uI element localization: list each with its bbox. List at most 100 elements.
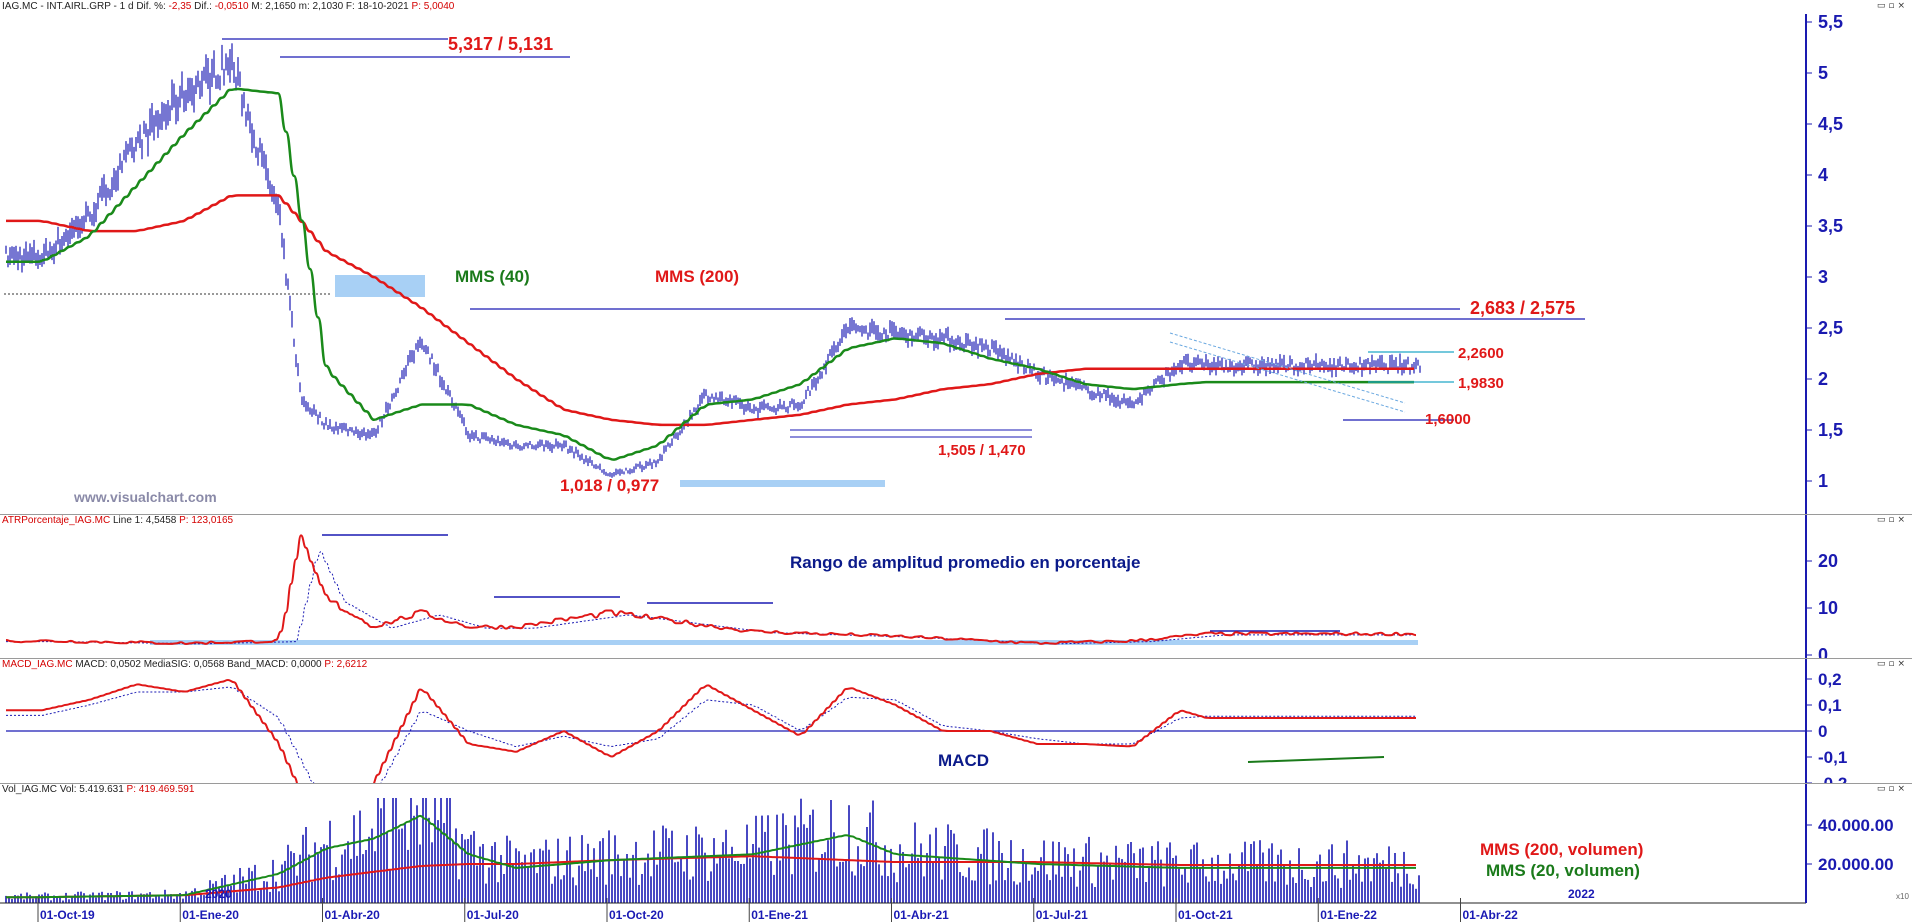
- macd-chart: MACD 0,2 0,1 0 -0,1 -0,2: [5, 658, 1847, 783]
- x-tick-label: 01-Abr-20: [325, 908, 381, 922]
- volume-header: Vol_IAG.MC Vol: 5.419.631 P: 419.469.591: [0, 783, 1912, 796]
- year-label-2: 2022: [1568, 887, 1595, 901]
- atr-chart: Rango de amplitud promedio en porcentaje…: [5, 514, 1838, 658]
- macd-p: P: 2,6212: [324, 659, 368, 670]
- channel-line: [1169, 341, 1406, 413]
- annotation-2260: 2,2600: [1458, 345, 1504, 362]
- price-axis-tick-label: 5,5: [1818, 12, 1843, 32]
- atr-p: P: 123,0165: [179, 515, 234, 526]
- macd-line: [6, 678, 1416, 783]
- x-tick-label: 01-Abr-21: [894, 908, 950, 922]
- vol-value: Vol: 5.419.631: [59, 784, 124, 795]
- x-tick-label: 01-Oct-20: [609, 908, 664, 922]
- x-tick-label: 01-Abr-22: [1463, 908, 1519, 922]
- annotation-mms200: MMS (200): [655, 267, 739, 286]
- min-value: m: 2,1030: [298, 1, 344, 12]
- price-panel: IAG.MC - INT.AIRL.GRP - 1 d Dif. %: -2,3…: [0, 0, 1912, 514]
- legend-mms20-volumen: MMS (20, volumen): [1486, 861, 1640, 880]
- price-axis-tick-label: 3: [1818, 267, 1828, 287]
- price-chart: 5,317 / 5,131 MMS (40) MMS (200) 2,683 / 2,…: [4, 12, 1843, 514]
- price-window-buttons[interactable]: ▭▫×: [1876, 1, 1908, 11]
- price-axis-tick-label: 1: [1818, 471, 1828, 491]
- atr-header: ATRPorcentaje_IAG.MC Line 1: 4,5458 P: 1…: [0, 514, 1912, 527]
- atr-title: Rango de amplitud promedio en porcentaje: [790, 553, 1140, 572]
- max-value: M: 2,1650: [251, 1, 296, 12]
- separator-1[interactable]: [0, 514, 1912, 515]
- annotation-low-levels: 1,018 / 0,977: [560, 476, 659, 495]
- dif-label: Dif.:: [194, 1, 212, 12]
- x-tick-label: 01-Oct-19: [40, 908, 95, 922]
- highlight-zone: [335, 275, 425, 297]
- macd-value: MACD: 0,0502: [75, 659, 141, 670]
- price-axis-tick-label: 3,5: [1818, 216, 1843, 236]
- macd-signal-line: [5, 686, 1416, 783]
- vol-mms200-line: [5, 855, 1416, 899]
- vol-axis-tick-label: 20.000.00: [1818, 855, 1894, 874]
- atr-window-buttons[interactable]: ▭▫×: [1876, 515, 1908, 525]
- separator-3[interactable]: [0, 783, 1912, 784]
- price-axis-tick-label: 2,5: [1818, 318, 1843, 338]
- macd-signal: MediaSIG: 0,0568: [143, 659, 225, 670]
- x-tick-label: 01-Ene-21: [751, 908, 808, 922]
- separator-2[interactable]: [0, 658, 1912, 659]
- price-axis-tick-label: 5: [1818, 63, 1828, 83]
- x-tick-label: 01-Ene-20: [182, 908, 239, 922]
- price-axis-tick-label: 2: [1818, 369, 1828, 389]
- highlight-zone: [680, 480, 885, 487]
- date-value: F: 18-10-2021: [345, 1, 409, 12]
- annotation-1600: 1,6000: [1425, 411, 1471, 428]
- atr-axis-tick-label: 0: [1818, 645, 1828, 658]
- corner-label: x10: [1896, 892, 1909, 901]
- macd-axis-tick-label: 0: [1818, 722, 1827, 741]
- macd-window-buttons[interactable]: ▭▫×: [1876, 659, 1908, 669]
- atr-highlight: [150, 640, 1418, 645]
- vol-name: Vol_IAG.MC: [2, 784, 58, 795]
- macd-title: MACD: [938, 751, 989, 770]
- annotation-mid-levels: 1,505 / 1,470: [938, 442, 1026, 459]
- volume-panel: Vol_IAG.MC Vol: 5.419.631 P: 419.469.591…: [0, 783, 1912, 922]
- macd-axis-tick-label: -0,2: [1818, 774, 1847, 783]
- x-tick-label: 01-Oct-21: [1178, 908, 1233, 922]
- annotation-mms40: MMS (40): [455, 267, 530, 286]
- watermark: www.visualchart.com: [74, 489, 217, 505]
- annotation-res-levels: 2,683 / 2,575: [1470, 298, 1575, 318]
- annotation-1983: 1,9830: [1458, 375, 1504, 392]
- macd-axis-tick-label: -0,1: [1818, 748, 1847, 767]
- atr-axis-tick-label: 10: [1818, 598, 1838, 618]
- channel-line: [1169, 332, 1406, 404]
- atr-line: [5, 534, 1417, 646]
- macd-band: Band_MACD: 0,0000: [227, 659, 322, 670]
- atr-line1: Line 1: 4,5458: [112, 515, 177, 526]
- macd-header: MACD_IAG.MC MACD: 0,0502 MediaSIG: 0,056…: [0, 658, 1912, 671]
- macd-name: MACD_IAG.MC: [2, 659, 73, 670]
- price-header: IAG.MC - INT.AIRL.GRP - 1 d Dif. %: -2,3…: [0, 0, 1912, 13]
- x-tick-label: 01-Ene-22: [1320, 908, 1377, 922]
- p-value: P: 5,0040: [411, 1, 455, 12]
- atr-panel: ATRPorcentaje_IAG.MC Line 1: 4,5458 P: 1…: [0, 514, 1912, 658]
- symbol-label: IAG.MC - INT.AIRL.GRP -: [2, 1, 117, 12]
- year-label: 2020: [205, 887, 232, 901]
- x-tick-label: 01-Jul-20: [467, 908, 519, 922]
- annotation-top-levels: 5,317 / 5,131: [448, 34, 553, 54]
- period-label: 1 d: [119, 1, 134, 12]
- legend-mms200-volumen: MMS (200, volumen): [1480, 840, 1643, 859]
- atr-signal-line: [5, 551, 1416, 645]
- macd-axis-tick-label: 0,1: [1818, 696, 1842, 715]
- atr-axis-tick-label: 20: [1818, 551, 1838, 571]
- macd-panel: MACD_IAG.MC MACD: 0,0502 MediaSIG: 0,056…: [0, 658, 1912, 783]
- mms200-line: [5, 194, 1414, 427]
- price-axis-tick-label: 1,5: [1818, 420, 1843, 440]
- x-tick-label: 01-Jul-21: [1036, 908, 1088, 922]
- atr-name: ATRPorcentaje_IAG.MC: [2, 515, 111, 526]
- vol-axis-tick-label: 40.000.00: [1818, 816, 1894, 835]
- mms40-line: [5, 87, 1414, 461]
- macd-divergence-line: [1247, 756, 1385, 763]
- price-axis-tick-label: 4,5: [1818, 114, 1843, 134]
- dif-pct-value: -2,35: [168, 1, 192, 12]
- price-axis-tick-label: 4: [1818, 165, 1828, 185]
- dif-value: -0,0510: [214, 1, 249, 12]
- volume-window-buttons[interactable]: ▭▫×: [1876, 784, 1908, 794]
- vol-p: P: 419.469.591: [126, 784, 195, 795]
- dif-pct-label: Dif. %:: [136, 1, 166, 12]
- volume-chart: MMS (200, volumen) MMS (20, volumen) 2020 2…: [0, 783, 1909, 922]
